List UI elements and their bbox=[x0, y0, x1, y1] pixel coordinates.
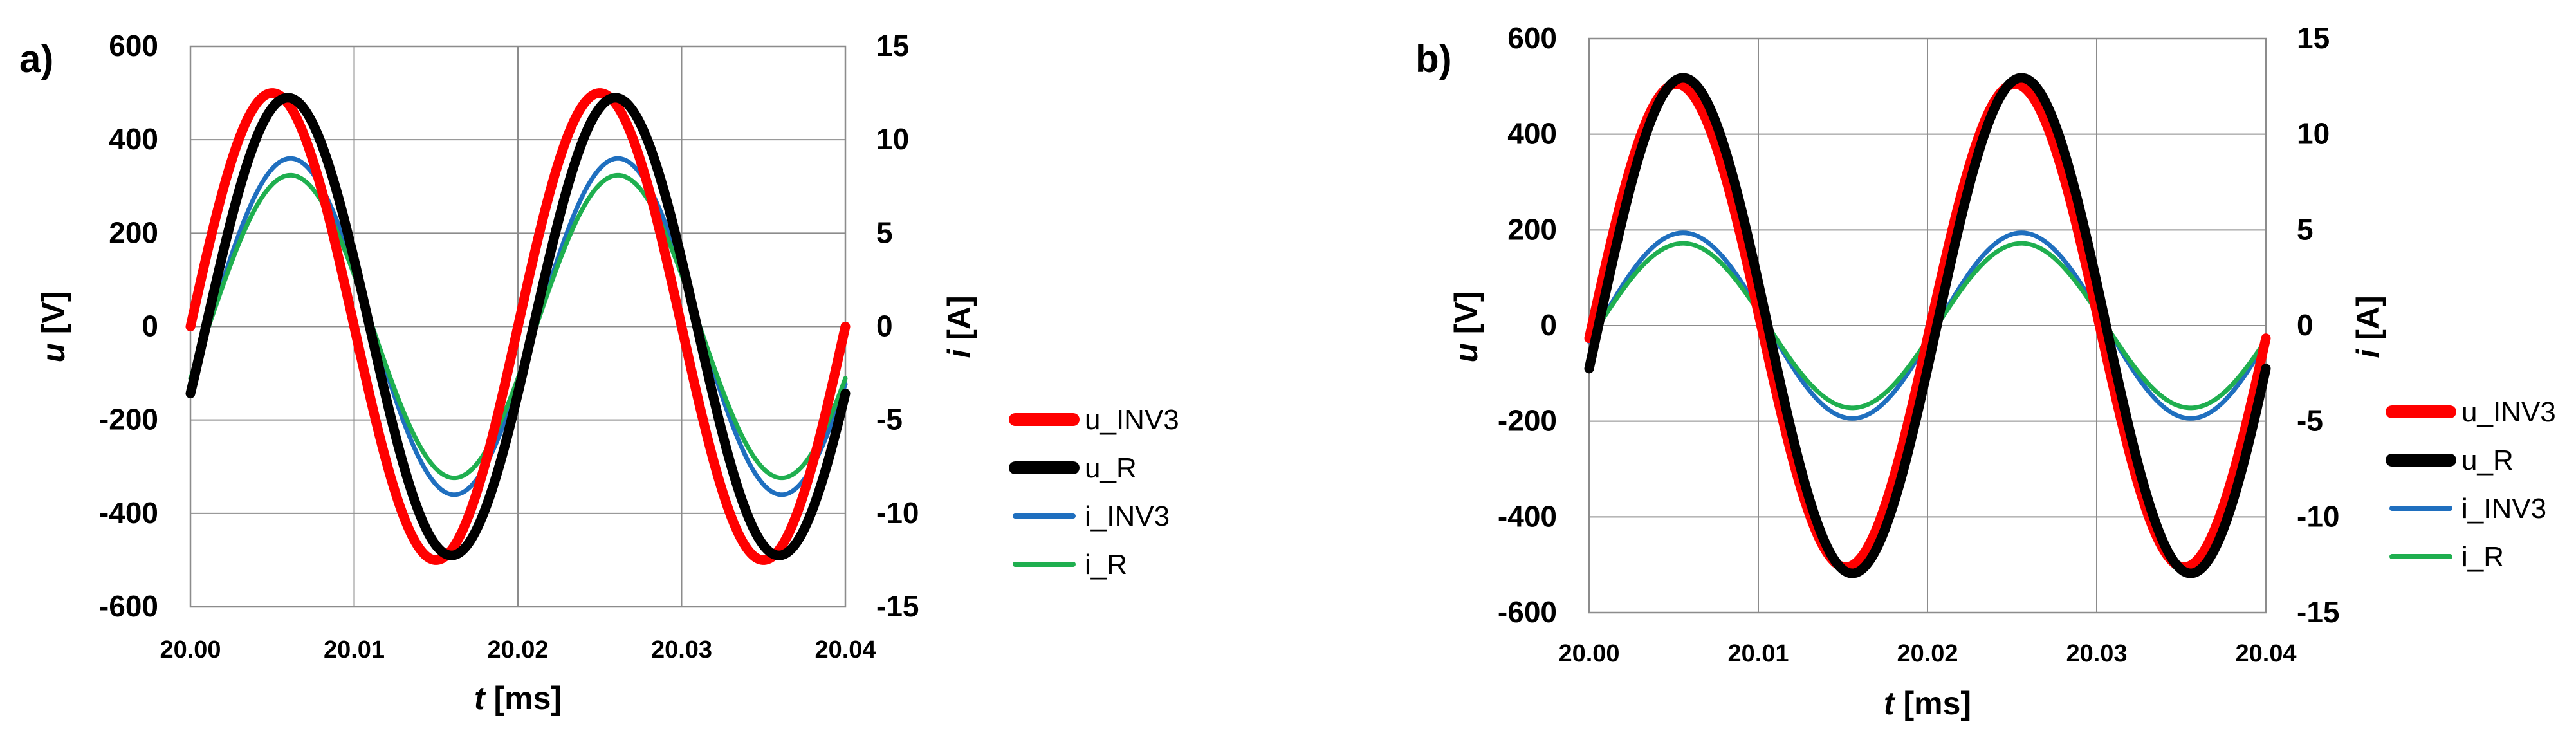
x-axis-title: t [ms] bbox=[474, 680, 562, 716]
x-tick-label: 20.02 bbox=[1897, 640, 1958, 667]
x-tick-label: 20.00 bbox=[160, 636, 221, 663]
panel-label: b) bbox=[1415, 37, 1452, 80]
legend-label: i_R bbox=[1085, 549, 1127, 580]
y-tick-label-left: -200 bbox=[1498, 404, 1557, 438]
y-tick-label-right: -15 bbox=[2297, 595, 2339, 629]
y-axis-title-left: u [V] bbox=[35, 291, 71, 362]
x-tick-label: 20.01 bbox=[324, 636, 385, 663]
legend-label: i_INV3 bbox=[1085, 501, 1170, 532]
chart-panel-b: 6004002000-200-400-600151050-5-10-1520.0… bbox=[1415, 21, 2556, 721]
x-tick-label: 20.00 bbox=[1558, 640, 1619, 667]
y-tick-label-left: 200 bbox=[109, 216, 158, 249]
legend-label: i_R bbox=[2461, 541, 2504, 573]
y-tick-label-left: -400 bbox=[1498, 499, 1557, 533]
legend: u_INV3 u_R i_INV3 i_R bbox=[1009, 404, 1179, 580]
y-tick-label-left: -400 bbox=[99, 496, 158, 530]
x-tick-label: 20.04 bbox=[2235, 640, 2296, 667]
y-tick-label-left: 400 bbox=[109, 122, 158, 156]
y-tick-label-right: 10 bbox=[876, 122, 909, 156]
legend-label: u_R bbox=[1085, 452, 1137, 484]
x-tick-label: 20.03 bbox=[2066, 640, 2127, 667]
y-tick-label-right: 15 bbox=[876, 29, 909, 62]
y-tick-label-right: 0 bbox=[2297, 308, 2314, 342]
series-line-u-r bbox=[185, 93, 851, 560]
x-tick-label: 20.01 bbox=[1727, 640, 1789, 667]
legend-label: u_INV3 bbox=[1085, 404, 1179, 436]
y-tick-label-left: -600 bbox=[99, 589, 158, 623]
panel-label: a) bbox=[19, 37, 53, 80]
y-axis-title-right: i [A] bbox=[2350, 295, 2386, 358]
legend: u_INV3 u_R i_INV3 i_R bbox=[2386, 396, 2556, 573]
y-tick-label-left: 200 bbox=[1507, 212, 1557, 246]
legend-label: i_INV3 bbox=[2461, 493, 2546, 524]
series-line-u-r bbox=[1584, 73, 2271, 578]
y-tick-label-left: 400 bbox=[1507, 117, 1557, 151]
y-tick-label-right: -10 bbox=[876, 496, 919, 530]
y-tick-label-right: -5 bbox=[2297, 404, 2323, 438]
y-tick-label-right: 5 bbox=[2297, 212, 2314, 246]
y-tick-label-left: 0 bbox=[142, 310, 158, 343]
x-axis-title: t [ms] bbox=[1884, 685, 1971, 721]
y-tick-label-right: -15 bbox=[876, 589, 919, 623]
legend-label: u_INV3 bbox=[2461, 396, 2556, 428]
series-line-u-inv3 bbox=[185, 88, 851, 565]
y-tick-label-right: 0 bbox=[876, 310, 893, 343]
y-tick-label-right: 5 bbox=[876, 216, 893, 249]
x-tick-label: 20.02 bbox=[487, 636, 548, 663]
legend-label: u_R bbox=[2461, 445, 2514, 476]
chart-panel-a: 6004002000-200-400-600151050-5-10-1520.0… bbox=[19, 29, 1179, 716]
y-tick-label-left: 0 bbox=[1540, 308, 1557, 342]
y-tick-label-left: -600 bbox=[1498, 595, 1557, 629]
y-tick-label-left: -200 bbox=[99, 403, 158, 436]
y-axis-title-right: i [A] bbox=[941, 295, 977, 358]
y-tick-label-right: -5 bbox=[876, 403, 903, 436]
y-axis-title-left: u [V] bbox=[1448, 291, 1484, 362]
y-tick-label-right: 10 bbox=[2297, 117, 2330, 151]
y-tick-label-right: -10 bbox=[2297, 499, 2339, 533]
y-tick-label-left: 600 bbox=[1507, 21, 1557, 55]
x-tick-label: 20.04 bbox=[814, 636, 876, 663]
x-tick-label: 20.03 bbox=[651, 636, 712, 663]
y-tick-label-right: 15 bbox=[2297, 21, 2330, 55]
y-tick-label-left: 600 bbox=[109, 29, 158, 62]
